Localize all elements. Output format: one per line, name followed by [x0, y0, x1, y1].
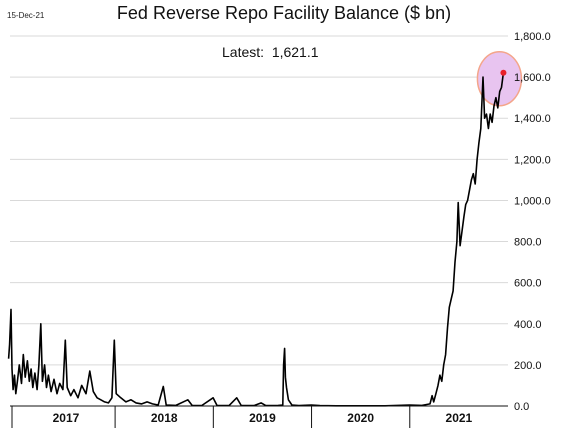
- y-tick-label: 400.0: [514, 319, 542, 331]
- y-tick-label: 800.0: [514, 237, 542, 249]
- as-of-date: 15-Dec-21: [7, 11, 45, 20]
- y-tick-label: 0.0: [514, 401, 529, 413]
- latest-point: [500, 69, 507, 76]
- y-tick-label: 200.0: [514, 360, 542, 372]
- y-tick-label: 1,200.0: [514, 154, 551, 166]
- latest-label: Latest:: [222, 44, 265, 60]
- x-tick-label: 2021: [446, 411, 473, 425]
- latest-highlight: [476, 51, 523, 107]
- series-layer: [7, 69, 507, 407]
- x-axis: 2017 2018 2019 2020 2021: [10, 405, 508, 428]
- y-tick-label: 1,800.0: [514, 31, 551, 43]
- x-tick-label: 2020: [347, 411, 374, 425]
- y-tick-label: 1,000.0: [514, 195, 551, 207]
- latest-value: 1,621.1: [271, 44, 319, 60]
- chart-title: Fed Reverse Repo Facility Balance ($ bn): [116, 3, 452, 23]
- y-tick-label: 600.0: [514, 278, 542, 290]
- y-tick-label: 1,400.0: [514, 113, 551, 125]
- x-tick-label: 2017: [53, 411, 80, 425]
- y-axis-labels: 0.0 200.0 400.0 600.0 800.0 1,000.0 1,200.0 1,4…: [514, 31, 551, 413]
- x-tick-label: 2019: [249, 411, 276, 425]
- balance-line: [7, 72, 505, 407]
- gridlines: [10, 35, 508, 366]
- latest-annotation: Latest: 1,621.1: [222, 44, 319, 60]
- y-tick-label: 1,600.0: [514, 72, 551, 84]
- x-tick-label: 2018: [151, 411, 178, 425]
- highlight-circle: [476, 51, 523, 107]
